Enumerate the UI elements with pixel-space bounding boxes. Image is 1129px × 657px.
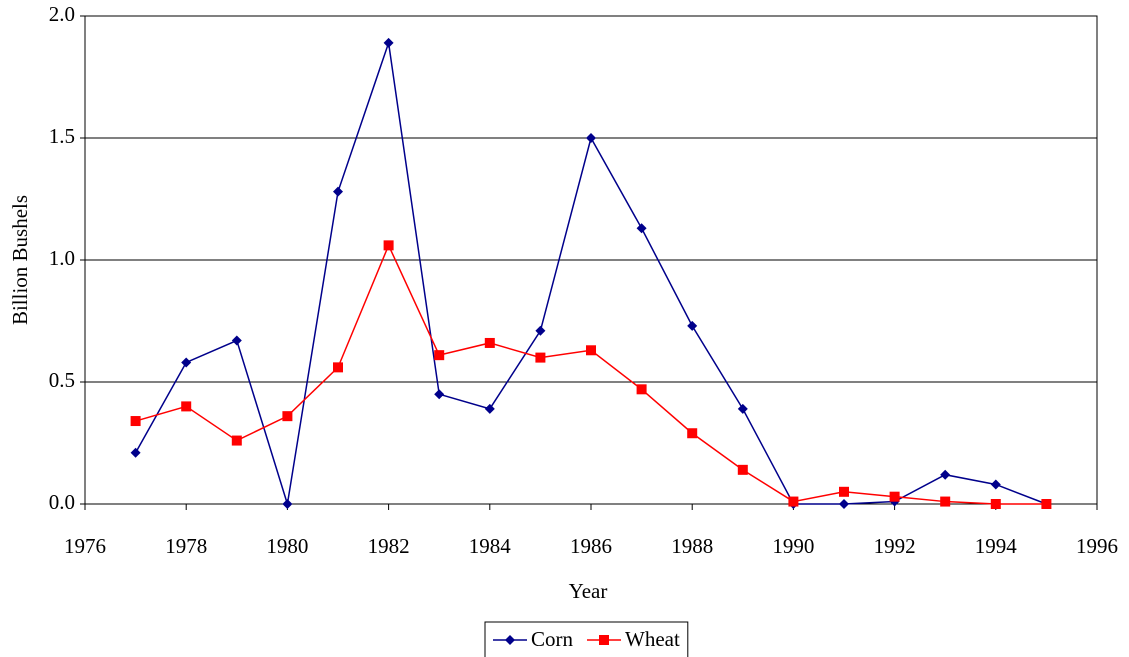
marker [535, 325, 546, 336]
marker [990, 479, 1001, 490]
marker [990, 499, 1001, 509]
x-tick-label: 1992 [874, 534, 916, 558]
series-line [134, 42, 1047, 505]
x-tick-label: 1978 [165, 534, 207, 558]
y-tick-label: 0.0 [49, 490, 75, 514]
marker [181, 357, 192, 368]
y-tick-label: 1.5 [49, 124, 75, 148]
marker [839, 486, 849, 497]
x-tick-label: 1982 [368, 534, 410, 558]
legend-label: Wheat [625, 627, 680, 651]
marker [636, 384, 647, 395]
x-tick-label: 1980 [266, 534, 308, 558]
marker [636, 223, 647, 234]
x-tick-label: 1976 [64, 534, 106, 558]
marker [484, 403, 495, 414]
x-tick-label: 1994 [975, 534, 1018, 558]
x-tick-label: 1984 [469, 534, 512, 558]
marker [282, 499, 293, 509]
marker [737, 403, 748, 414]
x-tick-label: 1986 [570, 534, 612, 558]
x-tick-label: 1996 [1076, 534, 1118, 558]
y-tick-label: 0.5 [49, 368, 75, 392]
x-axis-label: Year [569, 579, 608, 603]
marker [940, 496, 951, 507]
marker [737, 464, 748, 475]
marker [839, 499, 849, 509]
marker [231, 435, 242, 446]
marker [505, 635, 515, 645]
marker [940, 469, 951, 480]
marker [586, 345, 596, 356]
x-tick-label: 1988 [671, 534, 713, 558]
legend: Corn Wheat [484, 621, 689, 657]
plot-frame [84, 15, 1098, 505]
marker [599, 635, 609, 645]
legend-box [484, 621, 689, 657]
series-line [135, 243, 1047, 505]
x-tick-label: 1990 [772, 534, 814, 558]
marker [130, 416, 141, 427]
marker [383, 37, 394, 48]
marker [484, 337, 495, 348]
y-axis-label: Billion Bushels [8, 195, 32, 325]
marker [687, 428, 698, 439]
marker [181, 401, 192, 412]
marker [586, 133, 596, 143]
marker [687, 320, 698, 331]
marker [1041, 499, 1052, 509]
marker [889, 491, 900, 502]
y-tick-label: 1.0 [49, 246, 75, 270]
marker [383, 240, 394, 251]
marker [333, 186, 343, 197]
marker [282, 411, 293, 422]
marker [434, 389, 445, 400]
y-tick-label: 2.0 [49, 2, 75, 26]
legend-label: Corn [531, 627, 574, 651]
marker [788, 496, 799, 507]
marker [231, 335, 242, 346]
marker [434, 350, 445, 361]
marker [130, 447, 141, 458]
marker [333, 362, 343, 373]
marker [535, 352, 546, 363]
